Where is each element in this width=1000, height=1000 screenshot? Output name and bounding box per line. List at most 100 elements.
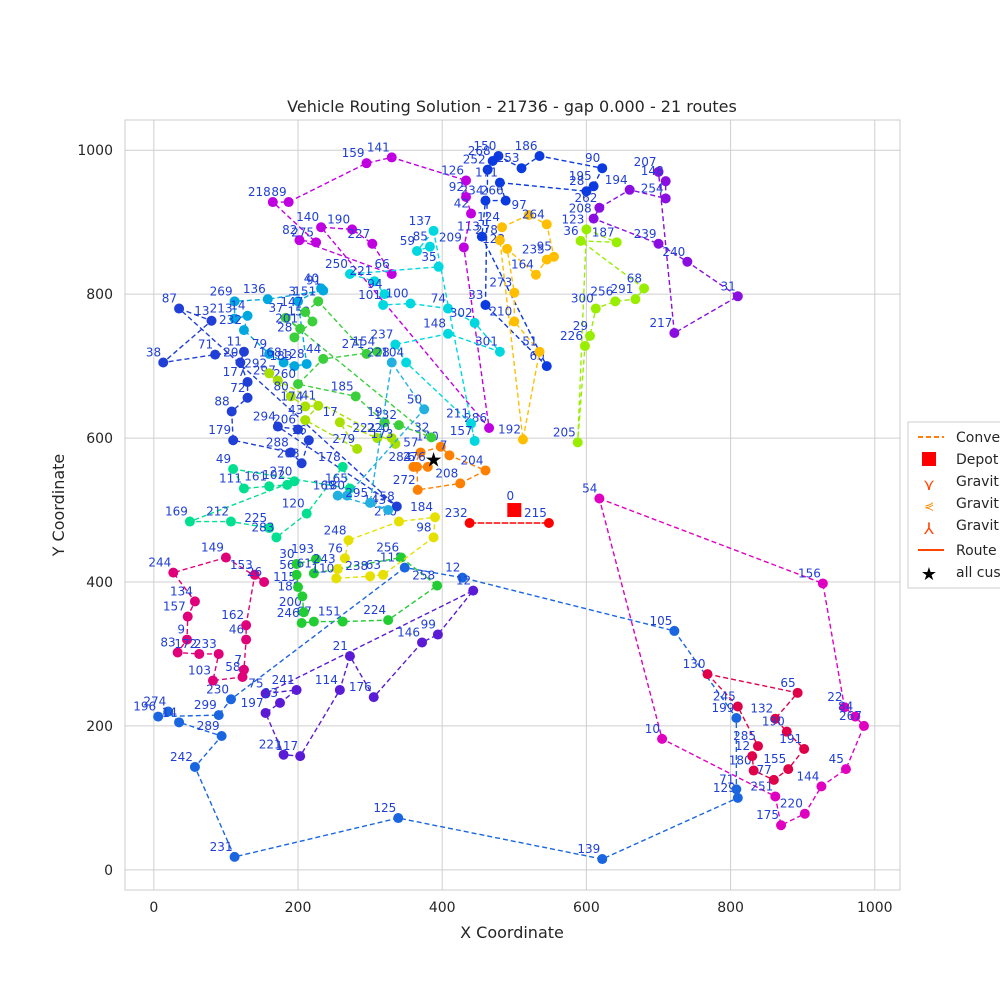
customer-label: 246 bbox=[277, 606, 300, 620]
customer-point bbox=[352, 443, 363, 454]
customer-point bbox=[238, 483, 249, 494]
customer-point bbox=[289, 332, 300, 343]
customer-label: 245 bbox=[713, 689, 736, 703]
customer-label: 187 bbox=[592, 225, 615, 239]
customer-point bbox=[444, 450, 455, 461]
customer-label: 134 bbox=[170, 584, 193, 598]
customer-label: 238 bbox=[345, 559, 368, 573]
x-tick-label: 600 bbox=[573, 900, 600, 916]
customer-point bbox=[225, 694, 236, 705]
customer-label: 177 bbox=[223, 365, 246, 379]
customer-label: 248 bbox=[324, 523, 347, 537]
customer-point bbox=[300, 401, 311, 412]
customer-label: 231 bbox=[210, 840, 233, 854]
customer-point bbox=[296, 618, 307, 629]
customer-label: 197 bbox=[241, 696, 264, 710]
customer-label: 243 bbox=[313, 552, 336, 566]
customer-point bbox=[442, 328, 453, 339]
customer-label: 21 bbox=[333, 639, 348, 653]
customer-label: 120 bbox=[282, 497, 305, 511]
customer-label: 284 bbox=[388, 450, 411, 464]
customer-label: 273 bbox=[489, 276, 512, 290]
customer-label: 272 bbox=[393, 473, 416, 487]
customer-point bbox=[285, 391, 296, 402]
customer-point bbox=[293, 424, 304, 435]
customer-label: 190 bbox=[327, 212, 350, 226]
customer-label: 148 bbox=[641, 164, 664, 178]
customer-point bbox=[301, 508, 312, 519]
customer-point bbox=[342, 490, 353, 501]
customer-label: 230 bbox=[206, 682, 229, 696]
customer-label: 85 bbox=[413, 230, 428, 244]
customer-point bbox=[367, 238, 378, 249]
customer-point bbox=[480, 465, 491, 476]
customer-point bbox=[422, 461, 433, 472]
customer-label: 7 bbox=[440, 438, 448, 452]
customer-label: 91 bbox=[306, 274, 321, 288]
customer-label: 157 bbox=[450, 424, 473, 438]
customer-point bbox=[817, 578, 828, 589]
customer-label: 222 bbox=[352, 421, 375, 435]
customer-point bbox=[337, 461, 348, 472]
customer-label: 36 bbox=[563, 224, 578, 238]
customer-label: 175 bbox=[756, 808, 779, 822]
customer-point bbox=[241, 620, 252, 631]
customer-point bbox=[259, 577, 270, 587]
customer-label: 111 bbox=[219, 471, 242, 485]
customer-label: 300 bbox=[571, 292, 594, 306]
customer-point bbox=[468, 585, 479, 596]
customer-label: 299 bbox=[194, 698, 217, 712]
customer-point bbox=[390, 339, 401, 350]
customer-label: 253 bbox=[497, 151, 520, 165]
customer-label: 98 bbox=[416, 520, 431, 534]
customer-label: 191 bbox=[779, 732, 802, 746]
customer-point bbox=[464, 517, 475, 528]
customer-label: 57 bbox=[403, 435, 418, 449]
legend: Conve Depot ⋎ Gravit ⋞ Gravit ⅄ Gravit R… bbox=[907, 421, 1000, 589]
customer-label: 42 bbox=[454, 197, 469, 211]
customer-label: 195 bbox=[569, 169, 592, 183]
customer-label: 31 bbox=[721, 279, 736, 293]
customer-label: 258 bbox=[412, 569, 435, 583]
customer-label: 90 bbox=[585, 151, 600, 165]
customer-point bbox=[264, 481, 275, 492]
customer-point bbox=[379, 289, 390, 300]
customer-label: 201 bbox=[275, 312, 298, 326]
customer-point bbox=[412, 484, 423, 495]
customer-point bbox=[590, 303, 601, 314]
customer-point bbox=[770, 791, 781, 802]
depot-label: 0 bbox=[506, 489, 514, 503]
customer-label: 221 bbox=[350, 264, 373, 278]
customer-point bbox=[293, 582, 304, 593]
customer-point bbox=[344, 651, 355, 662]
customer-point bbox=[262, 294, 273, 305]
customer-point bbox=[597, 163, 608, 174]
customer-point bbox=[517, 434, 528, 445]
legend-label-all-customers: all cus bbox=[956, 565, 1000, 581]
customer-point bbox=[588, 213, 599, 224]
customer-label: 212 bbox=[206, 505, 229, 519]
customer-point bbox=[172, 647, 183, 658]
customer-point bbox=[594, 493, 605, 504]
customer-point bbox=[216, 731, 227, 741]
customer-label: 28 bbox=[277, 320, 292, 334]
customer-point bbox=[530, 269, 541, 280]
legend-label-route: Route bbox=[956, 543, 997, 559]
customer-label: 193 bbox=[291, 542, 314, 556]
customer-point bbox=[657, 733, 668, 744]
customer-label: 159 bbox=[342, 146, 365, 160]
customer-label: 173 bbox=[370, 427, 393, 441]
customer-point bbox=[783, 764, 794, 775]
customer-point bbox=[572, 437, 583, 448]
customer-point bbox=[260, 707, 271, 718]
x-tick-label: 0 bbox=[149, 900, 158, 916]
customer-point bbox=[781, 726, 792, 737]
customer-point bbox=[840, 764, 851, 775]
customer-point bbox=[285, 447, 296, 458]
customer-label: 217 bbox=[649, 316, 672, 330]
customer-label: 139 bbox=[577, 842, 600, 856]
